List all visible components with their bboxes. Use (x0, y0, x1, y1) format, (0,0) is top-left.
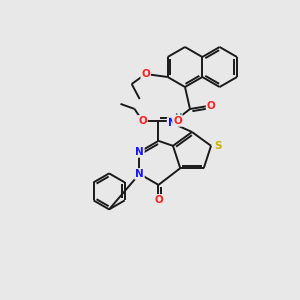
Text: H: H (174, 112, 182, 122)
Text: O: O (138, 116, 147, 126)
Text: O: O (207, 101, 215, 111)
Text: N: N (135, 147, 144, 157)
Text: N: N (168, 118, 176, 128)
Text: O: O (141, 69, 150, 79)
Text: N: N (135, 169, 144, 179)
Text: S: S (214, 141, 222, 151)
Text: O: O (173, 116, 182, 126)
Text: O: O (154, 195, 163, 205)
